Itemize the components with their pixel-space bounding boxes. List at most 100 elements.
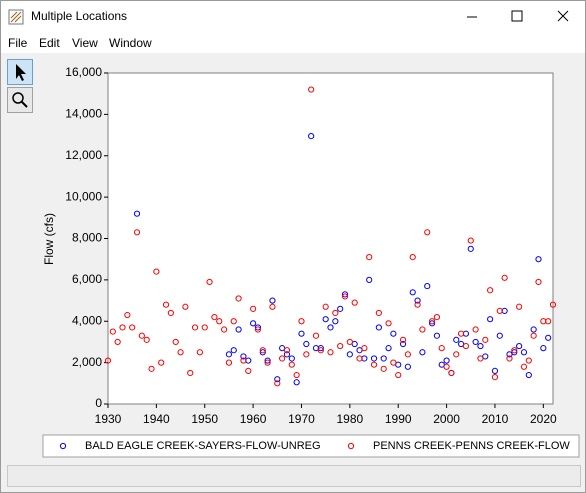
menu-item[interactable]: Edit <box>39 36 60 50</box>
data-point <box>516 303 523 310</box>
data-point <box>346 338 353 346</box>
data-point <box>201 324 208 331</box>
legend-label: BALD EAGLE CREEK-SAYERS-FLOW-UNREG <box>85 440 321 452</box>
data-point <box>375 309 382 317</box>
menu-item[interactable]: Window <box>109 36 152 50</box>
data-point <box>409 289 416 296</box>
data-point <box>293 371 300 379</box>
data-point <box>419 349 426 356</box>
data-point <box>240 353 247 360</box>
x-tick-label: 2010 <box>482 412 509 426</box>
data-point <box>520 363 528 370</box>
data-point <box>399 340 407 348</box>
data-point <box>477 342 484 350</box>
data-point <box>370 361 378 368</box>
window-title: Multiple Locations <box>31 9 128 23</box>
chart: Flow (cfs) 0 2,000 4,000 6,000 8,000 10,000 12… <box>42 65 580 458</box>
data-point <box>182 303 189 310</box>
data-point <box>433 332 441 339</box>
data-point <box>187 369 194 377</box>
data-point <box>274 380 281 387</box>
data-point <box>395 371 402 379</box>
data-point <box>235 295 242 302</box>
data-point <box>283 351 291 358</box>
data-point <box>535 256 542 263</box>
data-point <box>230 318 237 325</box>
data-point <box>308 86 315 93</box>
x-tick-label: 1980 <box>336 412 363 426</box>
data-point <box>158 359 165 366</box>
close-button[interactable] <box>557 10 569 22</box>
data-point <box>545 318 552 325</box>
menu-item[interactable]: View <box>72 36 98 50</box>
data-point <box>264 359 271 366</box>
menu-bar: File Edit View Window <box>1 33 585 53</box>
data-point <box>332 318 339 325</box>
data-point <box>341 291 349 298</box>
data-point <box>129 324 136 331</box>
data-point <box>366 276 373 283</box>
data-point <box>327 324 334 331</box>
data-point <box>453 351 460 358</box>
data-point <box>327 349 334 356</box>
data-point <box>254 326 262 333</box>
data-point <box>138 332 145 339</box>
data-point <box>153 268 160 275</box>
pointer-tool[interactable] <box>7 59 33 85</box>
x-tick-label: 1940 <box>143 412 170 426</box>
data-point <box>259 347 266 354</box>
status-bar <box>7 465 581 487</box>
data-point <box>482 336 489 343</box>
data-point <box>288 361 295 368</box>
data-point <box>428 318 436 325</box>
data-point <box>433 314 441 321</box>
data-point <box>530 326 537 333</box>
y-tick-label: 14,000 <box>65 107 102 121</box>
title-bar: Multiple Locations <box>1 1 585 33</box>
data-point <box>245 367 252 374</box>
y-tick-label: 16,000 <box>65 65 102 79</box>
data-point <box>288 355 295 362</box>
data-point <box>443 363 450 370</box>
data-point <box>438 345 445 352</box>
data-point <box>424 229 431 236</box>
data-point <box>530 332 537 339</box>
data-point <box>191 324 199 331</box>
data-point <box>341 293 349 300</box>
data-point <box>240 357 247 364</box>
data-point <box>279 355 286 362</box>
maximize-button[interactable] <box>511 10 523 22</box>
app-icon-art <box>10 11 22 23</box>
data-point <box>337 342 344 350</box>
data-point <box>506 355 513 362</box>
x-tick-label: 2020 <box>530 412 557 426</box>
data-point <box>414 297 421 304</box>
zoom-icon <box>12 92 28 108</box>
data-point <box>361 345 368 352</box>
data-point <box>351 299 358 306</box>
y-tick-label: 8,000 <box>72 231 102 245</box>
data-point <box>346 351 353 358</box>
data-point <box>298 318 305 325</box>
data-point <box>540 345 547 352</box>
data-point <box>167 309 174 317</box>
data-point <box>462 342 470 350</box>
data-point <box>298 330 305 337</box>
data-point <box>409 254 416 261</box>
data-point <box>322 303 329 310</box>
data-point <box>312 332 320 339</box>
data-point <box>264 357 271 364</box>
menu-item[interactable]: File <box>8 36 28 50</box>
data-point <box>390 330 397 337</box>
data-point <box>424 282 431 290</box>
data-point <box>472 326 479 333</box>
data-point <box>274 376 281 383</box>
data-point <box>332 309 339 317</box>
data-point <box>250 305 257 312</box>
zoom-tool[interactable] <box>7 87 33 113</box>
data-point <box>317 345 324 352</box>
data-point <box>133 229 141 236</box>
data-point <box>511 347 518 354</box>
plot-area <box>107 72 554 405</box>
